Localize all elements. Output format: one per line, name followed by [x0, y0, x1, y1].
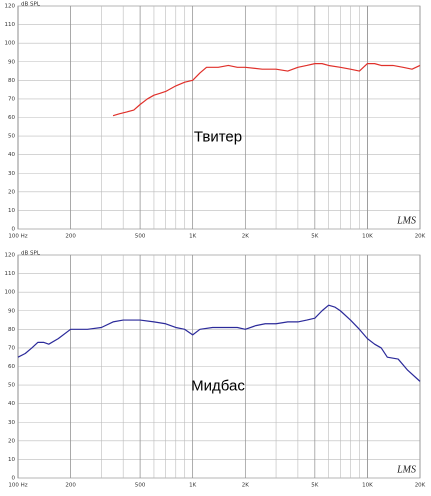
y-tick-label: 90 — [8, 59, 15, 65]
x-tick-label: 20K — [415, 234, 426, 240]
response-line — [112, 63, 421, 117]
y-tick-label: 50 — [8, 134, 15, 140]
y-tick-label: 20 — [8, 189, 15, 195]
y-tick-label: 120 — [5, 4, 16, 10]
y-tick-label: 60 — [8, 115, 15, 121]
y-tick-label: 80 — [8, 327, 15, 333]
x-tick-label: 1K — [189, 234, 196, 240]
x-tick-label: 200 — [65, 234, 76, 240]
y-tick-label: 110 — [5, 271, 16, 277]
x-tick-label: 10K — [362, 483, 373, 489]
x-tick-label: 500 — [135, 483, 146, 489]
y-tick-label: 20 — [8, 438, 15, 444]
y-tick-label: 30 — [8, 420, 15, 426]
response-line — [17, 304, 421, 382]
x-tick-label: 100 Hz — [8, 234, 27, 240]
y-tick-label: 40 — [8, 152, 15, 158]
y-tick-label: 110 — [5, 22, 16, 28]
y-tick-label: 0 — [12, 227, 16, 233]
x-tick-label: 2K — [242, 483, 249, 489]
x-tick-label: 20K — [415, 483, 426, 489]
x-tick-label: 1K — [189, 483, 196, 489]
y-tick-label: 120 — [5, 253, 16, 259]
y-tick-label: 70 — [8, 96, 15, 102]
x-tick-label: 5K — [311, 483, 318, 489]
y-tick-label: 40 — [8, 401, 15, 407]
y-tick-label: 60 — [8, 364, 15, 370]
x-tick-label: 100 Hz — [8, 483, 27, 489]
annotation: Твитер — [194, 128, 242, 145]
y-tick-label: 50 — [8, 383, 15, 389]
y-axis-label: dB SPL — [21, 2, 41, 8]
y-tick-label: 100 — [5, 290, 16, 296]
x-tick-label: 200 — [65, 483, 76, 489]
y-tick-label: 30 — [8, 171, 15, 177]
x-tick-label: 5K — [311, 234, 318, 240]
x-tick-label: 2K — [242, 234, 249, 240]
annotation: Мидбас — [191, 377, 245, 394]
y-tick-label: 10 — [8, 457, 15, 463]
watermark: LMS — [396, 464, 416, 475]
y-tick-label: 70 — [8, 345, 15, 351]
x-tick-label: 10K — [362, 234, 373, 240]
y-axis-label: dB SPL — [21, 251, 41, 257]
y-tick-label: 90 — [8, 308, 15, 314]
x-tick-label: 500 — [135, 234, 146, 240]
y-tick-label: 80 — [8, 78, 15, 84]
y-tick-label: 0 — [12, 476, 16, 482]
y-tick-label: 10 — [8, 208, 15, 214]
watermark: LMS — [396, 215, 416, 226]
y-tick-label: 100 — [5, 41, 16, 47]
